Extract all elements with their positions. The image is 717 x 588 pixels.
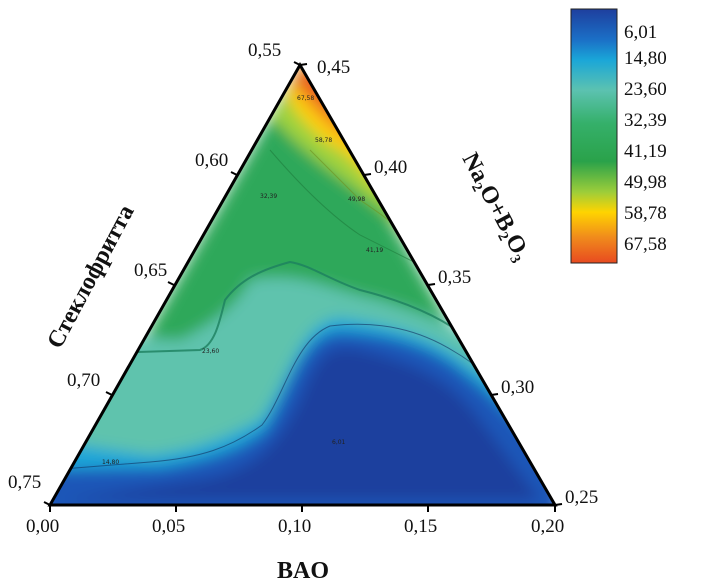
contour-label: 58,78 bbox=[315, 137, 332, 144]
legend: 6,01 14,80 23,60 32,39 41,19 49,98 58,78… bbox=[570, 8, 667, 264]
legend-colorbar bbox=[570, 8, 618, 264]
contour-label: 23,60 bbox=[202, 348, 219, 355]
legend-label: 67,58 bbox=[624, 234, 667, 255]
right-tick-label: 0,45 bbox=[317, 57, 350, 78]
legend-label: 23,60 bbox=[624, 79, 667, 100]
left-tick-label: 0,60 bbox=[195, 150, 228, 171]
right-axis-title: Na₂O+B₂O₃ bbox=[457, 149, 535, 265]
left-tick-label: 0,70 bbox=[67, 370, 100, 391]
contour-label: 32,39 bbox=[260, 193, 277, 200]
left-tick-label: 0,75 bbox=[8, 472, 41, 493]
contour-label: 67,58 bbox=[297, 95, 314, 102]
bottom-tick-label: 0,05 bbox=[152, 516, 185, 537]
left-tick-label: 0,55 bbox=[248, 40, 281, 61]
left-axis-title: Стеклофритта bbox=[42, 201, 139, 353]
legend-label: 49,98 bbox=[624, 172, 667, 193]
legend-label: 41,19 bbox=[624, 141, 667, 162]
bottom-tick-label: 0,10 bbox=[278, 516, 311, 537]
bottom-tick-label: 0,15 bbox=[404, 516, 437, 537]
right-tick-label: 0,35 bbox=[438, 267, 471, 288]
contour-label: 41,19 bbox=[366, 247, 383, 254]
legend-label: 6,01 bbox=[624, 22, 657, 43]
bottom-tick-label: 0,20 bbox=[531, 516, 564, 537]
legend-label: 32,39 bbox=[624, 110, 667, 131]
right-tick-label: 0,30 bbox=[501, 377, 534, 398]
legend-label: 58,78 bbox=[624, 203, 667, 224]
bottom-tick-label: 0,00 bbox=[26, 516, 59, 537]
right-tick-label: 0,40 bbox=[374, 157, 407, 178]
bottom-axis-title: BAO bbox=[277, 558, 329, 584]
tick-marks bbox=[43, 61, 563, 512]
contour-label: 49,98 bbox=[348, 196, 365, 203]
contour-label: 14,80 bbox=[102, 459, 119, 466]
right-tick-label: 0,25 bbox=[565, 487, 598, 508]
left-tick-label: 0,65 bbox=[134, 260, 167, 281]
contour-label: 6,01 bbox=[332, 439, 346, 446]
legend-label: 14,80 bbox=[624, 48, 667, 69]
contour-field bbox=[50, 65, 555, 505]
